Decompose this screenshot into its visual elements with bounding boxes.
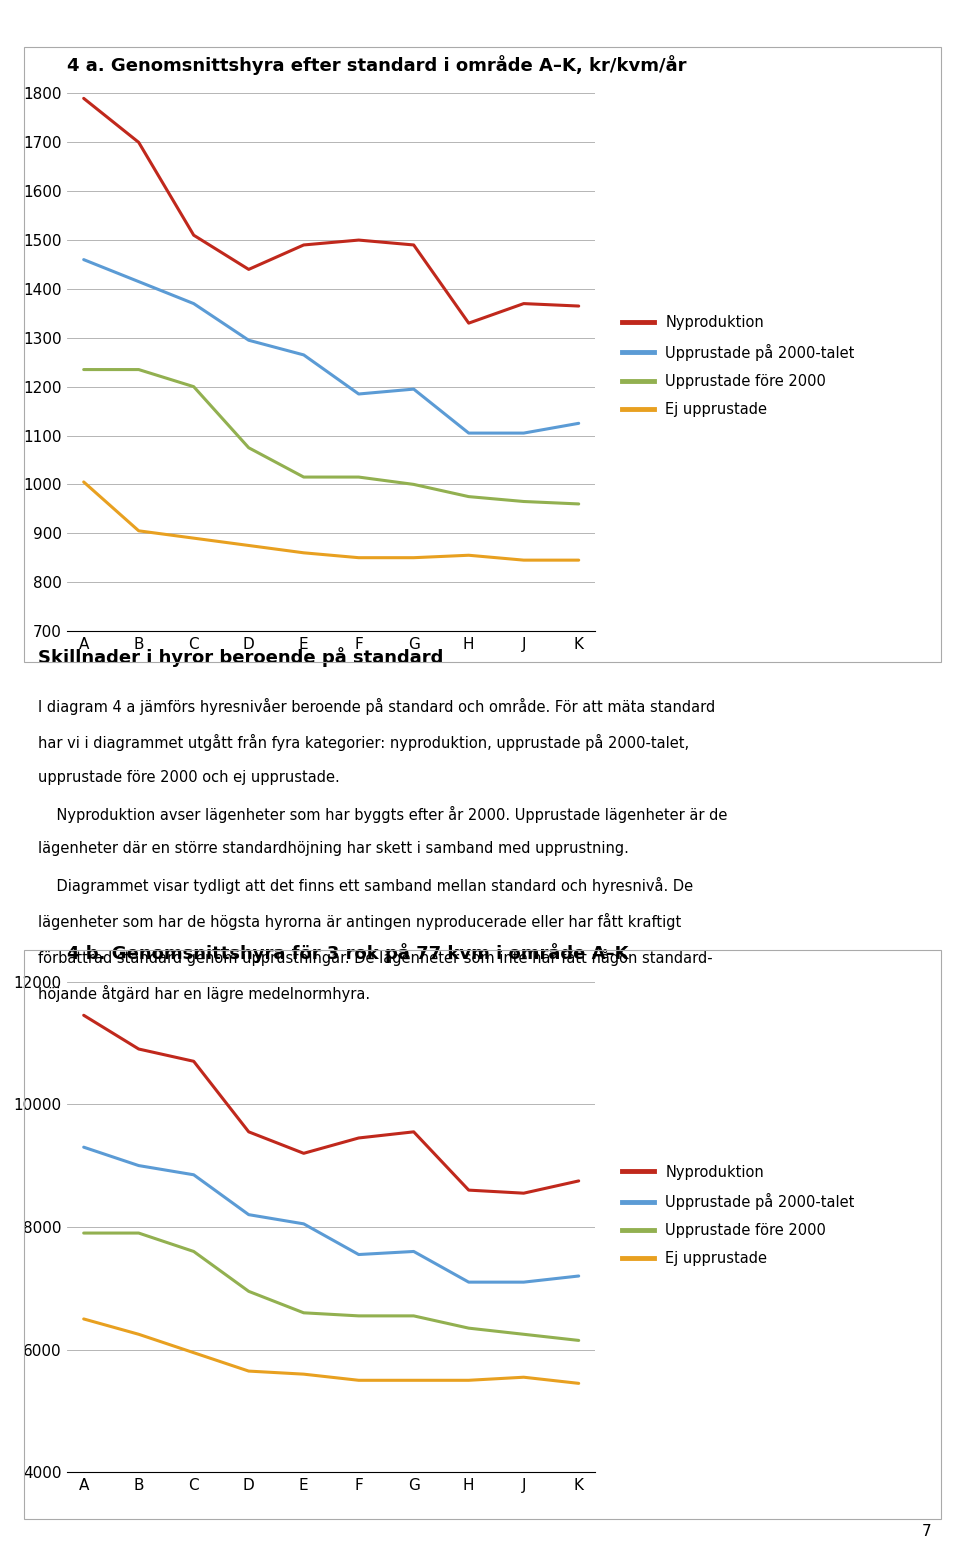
Text: höjande åtgärd har en lägre medelnormhyra.: höjande åtgärd har en lägre medelnormhyr… [38,985,371,1002]
Text: har vi i diagrammet utgått från fyra kategorier: nyproduktion, upprustade på 200: har vi i diagrammet utgått från fyra kat… [38,734,689,751]
Text: 7: 7 [922,1524,931,1539]
Text: 4 a. Genomsnittshyra efter standard i område A–K, kr/kvm/år: 4 a. Genomsnittshyra efter standard i om… [67,55,686,75]
Text: I diagram 4 a jämförs hyresnivåer beroende på standard och område. För att mäta : I diagram 4 a jämförs hyresnivåer beroen… [38,698,715,715]
Text: Nyproduktion avser lägenheter som har byggts efter år 2000. Upprustade lägenhete: Nyproduktion avser lägenheter som har by… [38,805,728,823]
Text: 4 b. Genomsnittshyra för 3 rok på 77 kvm i område A–K: 4 b. Genomsnittshyra för 3 rok på 77 kvm… [67,943,629,963]
Text: Diagrammet visar tydligt att det finns ett samband mellan standard och hyresnivå: Diagrammet visar tydligt att det finns e… [38,877,693,894]
Text: lägenheter som har de högsta hyrorna är antingen nyproducerade eller har fått kr: lägenheter som har de högsta hyrorna är … [38,913,682,930]
Text: Skillnader i hyror beroende på standard: Skillnader i hyror beroende på standard [38,647,444,667]
Legend: Nyproduktion, Upprustade på 2000-talet, Upprustade före 2000, Ej upprustade: Nyproduktion, Upprustade på 2000-talet, … [622,1164,854,1267]
Text: förbättrad standard genom upprustningar. De lägenheter som inte har fått någon s: förbättrad standard genom upprustningar.… [38,949,713,966]
Text: lägenheter där en större standardhöjning har skett i samband med upprustning.: lägenheter där en större standardhöjning… [38,841,629,857]
Text: upprustade före 2000 och ej upprustade.: upprustade före 2000 och ej upprustade. [38,770,340,785]
Legend: Nyproduktion, Upprustade på 2000-talet, Upprustade före 2000, Ej upprustade: Nyproduktion, Upprustade på 2000-talet, … [622,315,854,418]
